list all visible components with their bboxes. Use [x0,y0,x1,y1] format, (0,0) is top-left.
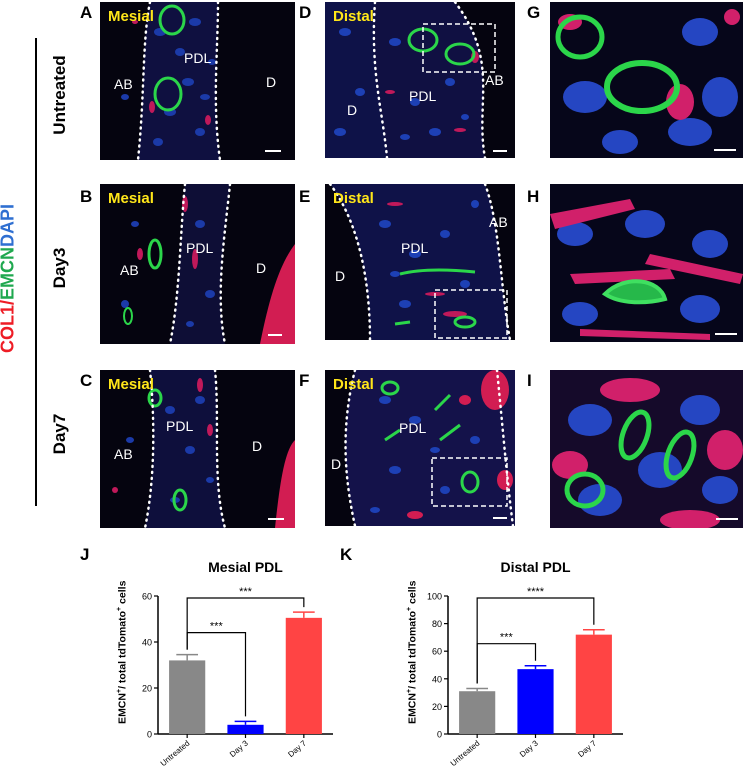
y-tick-label: 40 [432,674,442,684]
emcn-label: EMCN [0,247,18,300]
label-d: D [331,456,342,472]
tag-distal: Distal [333,376,374,393]
micrograph-a-image [100,2,295,160]
label-pdl: PDL [166,418,194,434]
side-divider-line [35,38,37,506]
bar [285,617,322,734]
tag-mesial: Mesial [108,376,154,393]
micrograph-panel-i [550,370,743,528]
x-tick-label: Day 7 [286,738,308,759]
row-label-day3: Day3 [50,247,69,289]
x-tick-label: Day 7 [576,738,598,759]
micrograph-panel-d: Distal AB PDL D [325,2,515,158]
bar [517,669,554,734]
label-pdl: PDL [184,50,212,66]
y-tick-label: 0 [147,730,152,740]
label-ab: AB [114,446,133,462]
bar-chart-distal-pdl: Distal PDL 0 20 40 60 80 100 Untreated Day 3 Day … [427,559,623,766]
x-tick-label: Untreated [449,739,482,766]
micrograph-panel-b: Mesial AB PDL D [100,184,295,344]
bar [227,724,264,734]
label-ab: AB [114,76,133,92]
micrograph-panel-a: Mesial AB PDL D [100,2,295,160]
micrograph-i-image [550,370,743,528]
label-d: D [266,74,277,90]
chart-letter-j: J [80,545,90,564]
dapi-label: DAPI [0,203,18,247]
micrograph-panel-g [550,2,743,158]
label-ab: AB [485,72,504,88]
panel-letter-f: F [299,371,310,390]
y-tick-label: 40 [142,638,152,648]
tag-distal: Distal [333,190,374,207]
micrograph-panel-f: Distal PDL D [325,370,515,526]
micrograph-c-image [100,370,295,528]
y-tick-label: 60 [432,647,442,657]
label-d: D [335,268,346,284]
significance-bracket [186,597,305,650]
y-tick-label: 100 [427,592,442,602]
tag-mesial: Mesial [108,190,154,207]
micrograph-h-image [550,184,743,342]
label-pdl: PDL [399,420,427,436]
label-ab: AB [489,214,508,230]
y-tick-label: 0 [437,730,442,740]
panel-letter-h: H [527,187,540,206]
bar [575,634,612,734]
y-tick-label: 20 [142,684,152,694]
panel-letter-e: E [299,187,311,206]
micrograph-g-image [550,2,743,158]
slash-label: / [0,300,18,305]
label-d: D [256,260,267,276]
micrograph-panel-e: Distal AB PDL D [325,184,515,340]
panel-letter-d: D [299,3,312,22]
label-ab: AB [120,262,139,278]
channel-legend-label: COL1/EMCNDAPI [0,179,19,379]
micrograph-f-image [325,370,515,526]
panel-letter-g: G [527,3,541,22]
label-d: D [347,102,358,118]
label-pdl: PDL [401,240,429,256]
micrograph-e-image [325,184,515,340]
chart-title: Mesial PDL [208,559,283,575]
x-tick-label: Day 3 [518,738,540,759]
micrograph-panel-h [550,184,743,342]
x-tick-label: Day 3 [228,738,250,759]
row-label-day7: Day7 [50,413,69,455]
row-label-untreated: Untreated [50,55,69,135]
label-pdl: PDL [409,88,437,104]
y-tick-label: 20 [432,702,442,712]
significance-label: *** [500,632,514,644]
panel-letter-b: B [80,187,93,206]
y-tick-label: 80 [432,619,442,629]
label-pdl: PDL [186,240,214,256]
chart-letter-k: K [340,545,353,564]
panel-letter-c: C [80,371,93,390]
micrograph-d-image [325,2,515,158]
micrograph-panel-c: Mesial AB PDL D [100,370,295,528]
micrograph-b-image [100,184,295,344]
x-tick-label: Untreated [159,739,192,766]
significance-bracket [476,597,595,684]
y-tick-label: 60 [142,592,152,602]
tag-distal: Distal [333,8,374,25]
bar [459,691,496,734]
tag-mesial: Mesial [108,8,154,25]
bar-chart-mesial-pdl: Mesial PDL 0 20 40 60 Untreated Day 3 Day 7 *** *… [142,559,333,766]
chart-title: Distal PDL [500,559,570,575]
significance-label: *** [239,586,253,598]
panel-letter-a: A [80,3,93,22]
col1-label: COL1 [0,305,18,354]
panel-letter-i: I [527,371,532,390]
significance-label: **** [527,586,545,598]
label-d: D [252,438,263,454]
bar [169,660,206,734]
significance-label: *** [210,621,224,633]
